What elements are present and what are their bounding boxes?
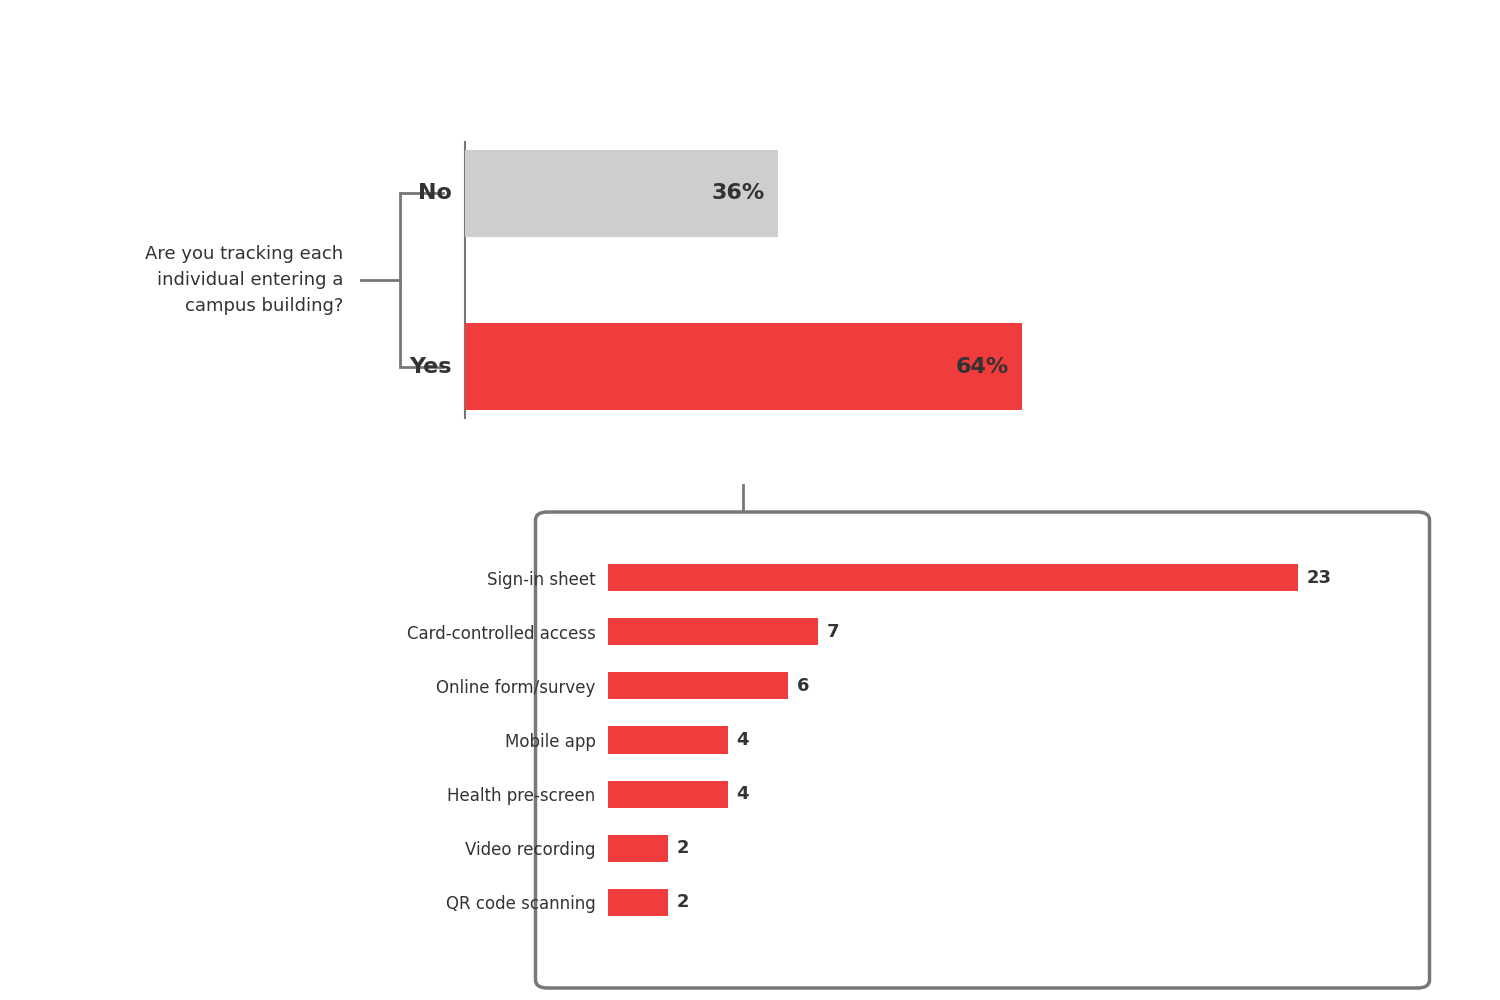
Bar xyxy=(608,889,668,916)
Text: 2: 2 xyxy=(676,893,688,911)
Text: No: No xyxy=(419,183,452,203)
Bar xyxy=(608,835,668,862)
Bar xyxy=(608,726,728,754)
Text: 6: 6 xyxy=(796,677,808,695)
Bar xyxy=(608,672,788,699)
Text: 2: 2 xyxy=(676,839,688,857)
Bar xyxy=(465,150,778,237)
Text: 4: 4 xyxy=(736,731,748,749)
Text: 4: 4 xyxy=(736,785,748,803)
Bar xyxy=(608,618,818,645)
Text: 64%: 64% xyxy=(956,357,1008,377)
Bar xyxy=(608,781,728,808)
Text: 23: 23 xyxy=(1306,569,1332,587)
Text: Are you tracking each
individual entering a
campus building?: Are you tracking each individual enterin… xyxy=(146,245,344,315)
Text: Yes: Yes xyxy=(410,357,452,377)
Text: 7: 7 xyxy=(827,623,839,641)
Bar xyxy=(608,564,1298,591)
Bar xyxy=(465,323,1022,410)
Text: 36%: 36% xyxy=(712,183,765,203)
